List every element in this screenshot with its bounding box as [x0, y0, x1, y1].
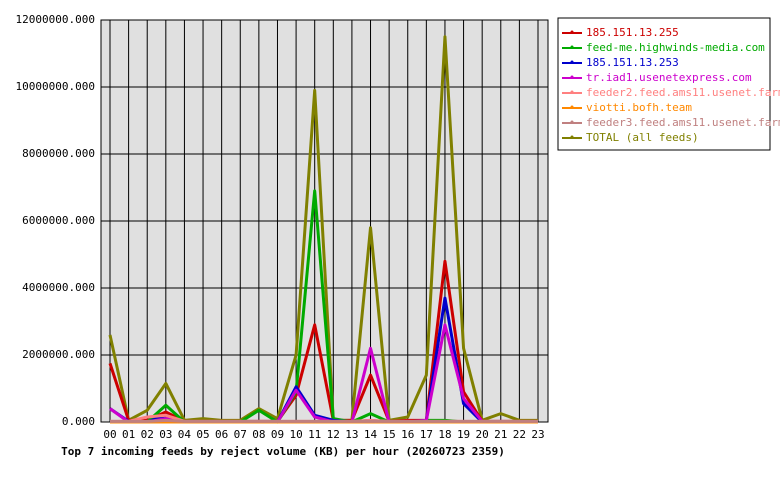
x-tick-label: 01 [122, 428, 135, 441]
x-tick-label: 13 [345, 428, 358, 441]
legend-dot [570, 105, 574, 109]
legend-dot [570, 135, 574, 139]
x-tick-label: 09 [271, 428, 284, 441]
x-tick-label: 20 [476, 428, 489, 441]
y-tick-label: 6000000.000 [22, 214, 95, 227]
legend-label: 185.151.13.253 [586, 56, 679, 69]
y-tick-label: 0.000 [62, 415, 95, 428]
y-tick-label: 10000000.000 [16, 80, 95, 93]
x-tick-label: 14 [364, 428, 378, 441]
legend-dot [570, 90, 574, 94]
series-line [108, 35, 538, 422]
x-tick-label: 16 [401, 428, 414, 441]
x-tick-label: 12 [327, 428, 340, 441]
x-tick-label: 05 [196, 428, 209, 441]
series-line [110, 418, 538, 423]
x-tick-label: 19 [457, 428, 470, 441]
x-tick-label: 00 [103, 428, 116, 441]
x-tick-label: 07 [234, 428, 247, 441]
legend-label: feeder2.feed.ams11.usenet.farm [586, 86, 780, 99]
x-tick-label: 22 [513, 428, 526, 441]
legend-dot [570, 30, 574, 34]
x-tick-label: 21 [494, 428, 507, 441]
x-tick-label: 04 [178, 428, 192, 441]
y-tick-label: 8000000.000 [22, 147, 95, 160]
legend-label: tr.iad1.usenetexpress.com [586, 71, 752, 84]
y-tick-label: 4000000.000 [22, 281, 95, 294]
x-tick-label: 18 [438, 428, 451, 441]
y-tick-label: 12000000.000 [16, 13, 95, 26]
x-tick-label: 08 [252, 428, 265, 441]
x-tick-label: 11 [308, 428, 321, 441]
legend-dot [570, 75, 574, 79]
y-tick-label: 2000000.000 [22, 348, 95, 361]
legend-label: feed-me.highwinds-media.com [586, 41, 765, 54]
legend-label: 185.151.13.255 [586, 26, 679, 39]
chart-title: Top 7 incoming feeds by reject volume (K… [61, 445, 505, 458]
x-tick-label: 02 [141, 428, 154, 441]
legend-box [557, 17, 771, 151]
x-tick-label: 15 [383, 428, 396, 441]
x-tick-label: 23 [531, 428, 544, 441]
legend-label: TOTAL (all feeds) [586, 131, 699, 144]
x-tick-label: 17 [420, 428, 433, 441]
legend-dot [570, 60, 574, 64]
x-tick-label: 06 [215, 428, 228, 441]
legend-dot [570, 120, 574, 124]
legend-label: feeder3.feed.ams11.usenet.farm [586, 116, 780, 129]
legend-dot [570, 45, 574, 49]
x-tick-label: 10 [289, 428, 302, 441]
legend-label: viotti.bofh.team [586, 101, 692, 114]
x-tick-label: 03 [159, 428, 172, 441]
